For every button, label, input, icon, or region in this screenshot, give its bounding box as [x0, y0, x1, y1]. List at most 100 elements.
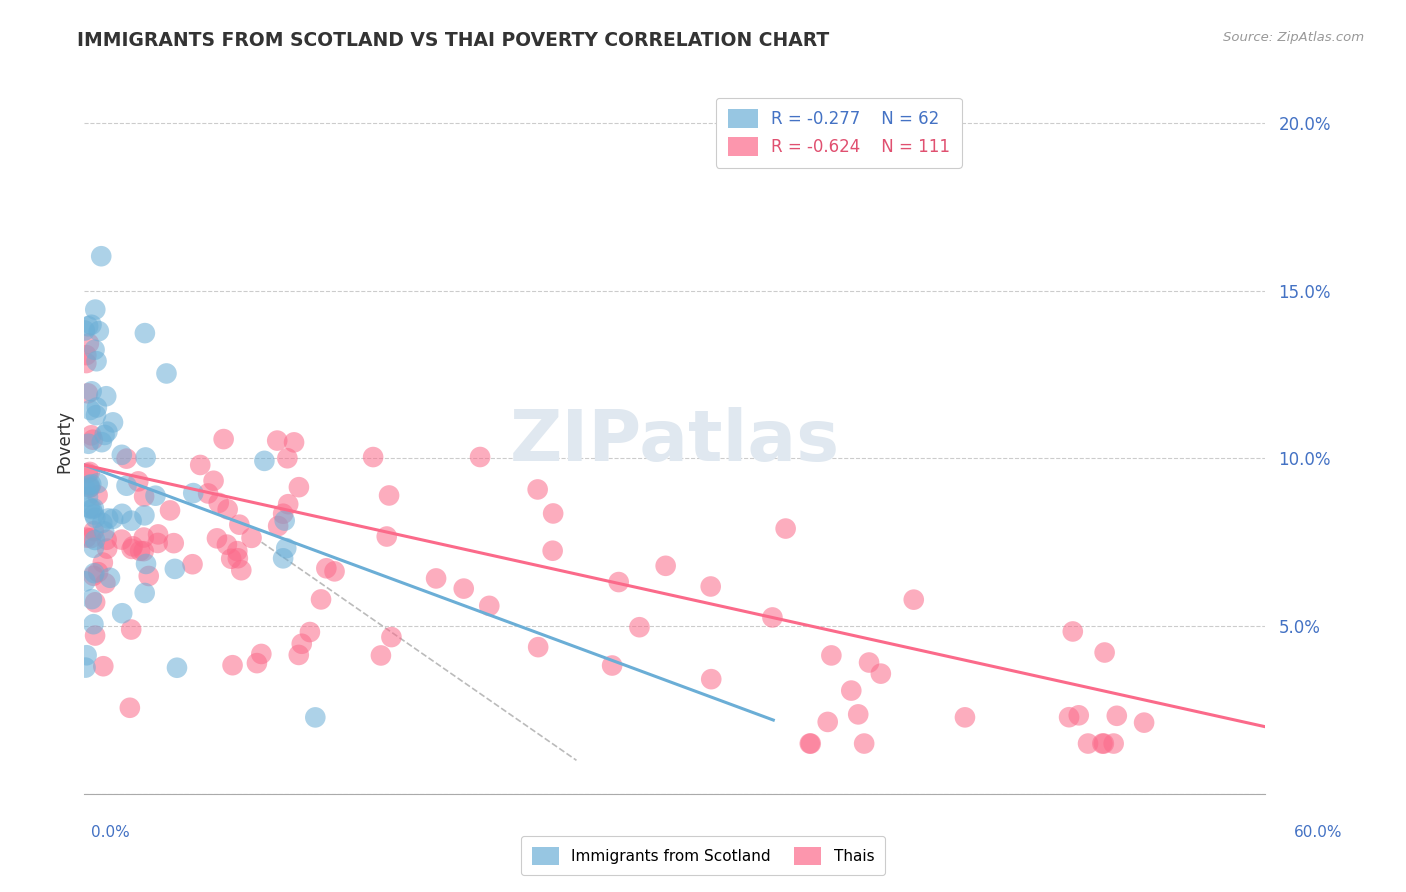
Point — [291, 637, 314, 651]
Point — [163, 562, 186, 576]
Point — [1133, 715, 1156, 730]
Point — [468, 450, 491, 464]
Point — [378, 488, 401, 502]
Point — [271, 551, 294, 566]
Point — [90, 435, 112, 450]
Point — [181, 558, 204, 572]
Point — [298, 625, 321, 640]
Point — [250, 647, 273, 661]
Point — [219, 551, 242, 566]
Point — [231, 563, 253, 577]
Point — [761, 610, 783, 624]
Point — [800, 737, 823, 751]
Point — [273, 514, 295, 528]
Point — [775, 522, 797, 536]
Point — [817, 714, 839, 729]
Text: IMMIGRANTS FROM SCOTLAND VS THAI POVERTY CORRELATION CHART: IMMIGRANTS FROM SCOTLAND VS THAI POVERTY… — [77, 31, 830, 50]
Point — [80, 384, 103, 399]
Point — [115, 479, 138, 493]
Point — [96, 541, 118, 556]
Point — [83, 524, 105, 538]
Point — [79, 480, 101, 494]
Y-axis label: Poverty: Poverty — [55, 410, 73, 473]
Point — [96, 389, 118, 403]
Point — [101, 415, 124, 429]
Point — [903, 592, 925, 607]
Point — [87, 476, 110, 491]
Point — [121, 514, 143, 528]
Point — [163, 536, 186, 550]
Point — [276, 451, 298, 466]
Point — [425, 571, 447, 585]
Point — [361, 450, 384, 464]
Point — [93, 428, 115, 442]
Point — [83, 501, 105, 516]
Point — [79, 403, 101, 417]
Point — [76, 386, 98, 401]
Point — [82, 568, 104, 582]
Point — [820, 648, 842, 663]
Point — [120, 623, 142, 637]
Point — [80, 318, 103, 332]
Point — [1077, 737, 1099, 751]
Point — [181, 486, 204, 500]
Point — [84, 629, 107, 643]
Point — [132, 531, 155, 545]
Point — [134, 326, 156, 340]
Point — [228, 517, 250, 532]
Point — [73, 324, 96, 338]
Point — [122, 540, 145, 554]
Point — [77, 336, 100, 351]
Text: Source: ZipAtlas.com: Source: ZipAtlas.com — [1223, 31, 1364, 45]
Point — [98, 571, 121, 585]
Point — [127, 475, 149, 489]
Point — [600, 658, 623, 673]
Point — [101, 512, 124, 526]
Point — [134, 586, 156, 600]
Point — [76, 467, 98, 481]
Point — [111, 507, 134, 521]
Point — [115, 451, 138, 466]
Point — [93, 524, 115, 539]
Point — [96, 425, 118, 439]
Point — [84, 533, 107, 547]
Point — [75, 356, 97, 370]
Point — [84, 511, 107, 525]
Point — [75, 482, 97, 496]
Point — [86, 488, 108, 502]
Point — [135, 557, 157, 571]
Point — [91, 659, 114, 673]
Point — [94, 576, 117, 591]
Point — [323, 565, 346, 579]
Point — [226, 551, 249, 566]
Point — [846, 707, 869, 722]
Point — [82, 433, 104, 447]
Point — [246, 656, 269, 670]
Point — [82, 617, 104, 632]
Point — [478, 599, 501, 613]
Point — [111, 448, 134, 462]
Point — [212, 432, 235, 446]
Point — [1092, 737, 1115, 751]
Point — [304, 710, 326, 724]
Point — [75, 348, 97, 362]
Point — [77, 437, 100, 451]
Point — [121, 541, 143, 556]
Point — [197, 486, 219, 500]
Point — [1105, 708, 1128, 723]
Point — [453, 582, 475, 596]
Point — [1102, 737, 1125, 751]
Point — [202, 474, 225, 488]
Text: 0.0%: 0.0% — [91, 825, 131, 840]
Point — [271, 507, 294, 521]
Point — [799, 737, 821, 751]
Point — [1091, 737, 1114, 751]
Point — [188, 458, 211, 472]
Point — [541, 543, 564, 558]
Point — [1067, 708, 1090, 723]
Point — [283, 435, 305, 450]
Point — [76, 648, 98, 663]
Point — [1057, 710, 1080, 724]
Point — [541, 507, 564, 521]
Point — [240, 531, 263, 545]
